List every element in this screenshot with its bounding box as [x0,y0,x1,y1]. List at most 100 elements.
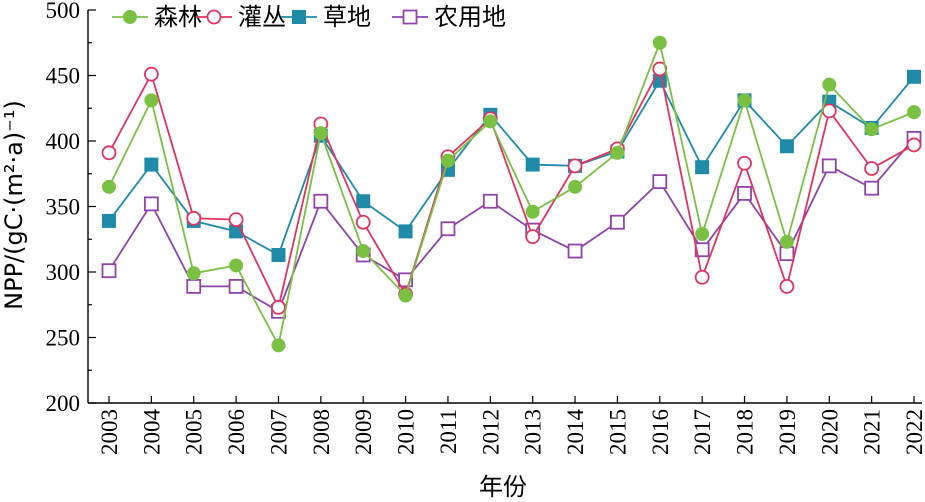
data-point [398,288,413,303]
data-point [821,103,837,119]
data-point [228,212,244,228]
data-point [864,161,880,176]
data-point [737,155,752,171]
x-tick-label: 2006 [224,409,249,455]
data-point [864,122,879,137]
x-tick-label: 2022 [902,409,925,455]
x-tick-label: 2011 [436,409,461,454]
y-tick-label: 350 [46,195,81,220]
data-point [356,244,371,259]
data-point [567,158,583,174]
x-tick-label: 2012 [478,409,503,455]
data-point [143,196,159,212]
axes: 200 250 300 350 400 450 500 2003 2004 2005 2006 200… [46,0,925,455]
data-point [271,247,286,262]
data-point [567,243,583,259]
data-point [737,185,752,201]
legend-label: 森林 [154,3,202,31]
data-point [907,69,921,84]
data-point [101,263,117,279]
y-tick-label: 300 [46,260,81,285]
data-point [229,258,244,273]
data-point [864,180,880,196]
x-tick-label: 2019 [775,409,800,455]
data-point [271,299,286,315]
data-point [482,193,498,209]
y-tick-label: 200 [46,391,81,416]
series-1 [101,61,922,315]
data-point [186,266,201,281]
x-tick-label: 2018 [733,409,758,455]
legend-marker [402,9,418,25]
data-point [779,234,794,249]
data-point [398,224,413,239]
x-axis-title: 年份 [479,473,527,501]
y-tick-label: 400 [46,129,81,154]
data-point [779,246,795,262]
y-tick-label: 500 [46,0,81,23]
x-tick-label: 2007 [266,409,291,455]
legend: 森林 灌丛 草地 农用地 [112,3,506,31]
data-point [101,145,117,161]
x-tick-label: 2015 [605,409,630,455]
x-tick-label: 2009 [351,409,376,455]
x-tick-label: 2017 [690,409,715,455]
data-point [779,139,794,154]
data-point [694,269,710,285]
x-tick-label: 2010 [394,409,419,455]
data-point [695,160,710,175]
legend-label: 灌丛 [238,3,286,31]
data-point [356,194,371,209]
x-tick-label: 2020 [817,409,842,455]
x-tick-label: 2014 [563,409,588,456]
data-point [143,66,159,82]
data-point [695,227,710,242]
data-point [568,179,583,194]
data-point [186,279,202,294]
data-point [144,93,159,108]
y-tick-label: 250 [46,326,81,351]
data-point [610,145,625,160]
legend-marker [123,10,137,24]
data-point [228,279,244,294]
legend-label: 农用地 [434,3,506,31]
y-tick-label: 450 [46,64,81,89]
y-axis-title: NPP/(gC·(m²·a)⁻¹) [0,100,28,310]
x-tick-label: 2013 [521,409,546,455]
data-point [779,279,795,294]
data-point [652,174,668,190]
data-point [525,229,541,245]
data-point [652,35,667,50]
data-point [102,179,116,194]
data-point [144,157,159,172]
legend-item: 灌丛 [196,3,286,31]
data-point [822,77,837,92]
data-point [440,221,456,237]
series-line [108,39,915,349]
x-tick-label: 2003 [97,409,122,455]
legend-item: 农用地 [392,3,506,31]
data-point [525,204,540,219]
legend-marker [292,10,306,24]
x-tick-label: 2016 [648,409,673,455]
data-point [821,158,837,174]
legend-marker [206,9,222,25]
x-tick-label: 2004 [139,409,164,456]
data-point [907,105,921,120]
data-point [525,157,540,172]
series-3 [101,130,922,319]
data-point [440,153,455,168]
legend-item: 森林 [112,3,202,31]
series-0 [102,35,921,353]
legend-label: 草地 [323,3,371,31]
x-tick-label: 2021 [860,409,885,455]
data-point [313,126,328,141]
legend-item: 草地 [281,3,371,31]
data-point [186,210,202,226]
data-point [610,214,625,230]
series-line [108,66,915,311]
x-tick-label: 2005 [182,409,207,455]
series-layer [101,35,922,353]
data-point [313,193,329,209]
